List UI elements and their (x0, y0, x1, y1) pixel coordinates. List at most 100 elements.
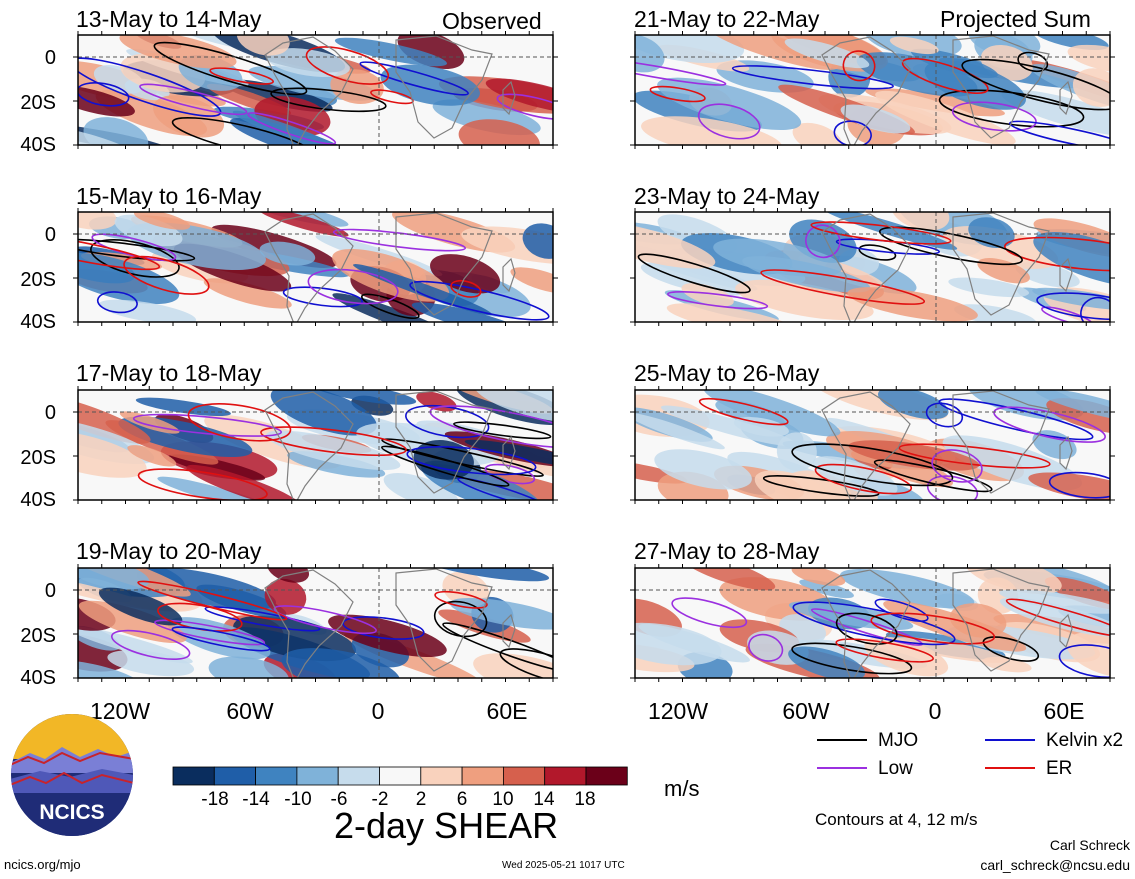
shear-blob (287, 451, 386, 478)
colorbar-swatch (296, 766, 339, 786)
shear-blob (821, 212, 958, 250)
contour-line (270, 87, 387, 113)
shear-blob (635, 220, 716, 269)
shear-blob (681, 283, 734, 307)
lat-label-20s: 20S (20, 625, 56, 647)
shear-blob (270, 390, 377, 436)
shear-blob (848, 440, 980, 471)
contour-line (835, 638, 934, 663)
shear-blob (332, 293, 461, 322)
shear-blob (839, 569, 975, 609)
ncics-logo: NCICS (10, 713, 134, 837)
ncics-logo-text: NCICS (39, 801, 104, 824)
shear-blob (98, 299, 197, 322)
shear-blob (267, 568, 310, 583)
lon-label-60e: 60E (1043, 698, 1085, 724)
contour-line (760, 269, 926, 305)
contour-line (805, 224, 841, 259)
shear-blob (948, 277, 1030, 298)
map-panel-1 (73, 31, 558, 149)
shear-blob (791, 568, 846, 586)
shear-blob (733, 417, 789, 437)
shear-blob (1032, 35, 1109, 51)
lat-label-40s: 40S (20, 489, 56, 511)
shear-blob (78, 125, 135, 145)
colorbar-swatch (461, 766, 504, 786)
contour-line (748, 633, 784, 662)
shear-blob (792, 122, 843, 145)
contour-line (139, 83, 248, 116)
map-panel-8 (630, 564, 1115, 682)
contour-line (1005, 598, 1110, 638)
contour-line (762, 475, 880, 497)
contour-line (137, 468, 268, 500)
contour-line (78, 82, 130, 107)
shear-blob (473, 390, 553, 423)
shear-blob (1044, 576, 1110, 610)
shear-blob (1032, 430, 1077, 460)
colorbar-swatch (172, 766, 215, 786)
contour-line (484, 463, 536, 485)
shear-blob (999, 589, 1110, 614)
coastline-south-america (264, 569, 354, 678)
shear-blob (840, 104, 911, 134)
legend-mjo: MJO (878, 730, 919, 751)
shear-blob (458, 119, 540, 145)
contour-line (938, 398, 1094, 441)
contour-line (637, 253, 751, 294)
footer-author: Carl Schreck (1049, 837, 1130, 853)
contour-line (433, 600, 488, 638)
shear-blob (1001, 89, 1110, 137)
shear-blob (1072, 68, 1110, 107)
contour-line (204, 606, 321, 632)
shear-blob (799, 579, 854, 599)
shear-blob (877, 390, 949, 420)
shear-blob (924, 60, 1026, 110)
contour-line (307, 268, 399, 305)
contour-line (1080, 296, 1110, 322)
lon-label-60e: 60E (486, 698, 528, 724)
shear-blob (352, 264, 493, 316)
map-panel-7 (630, 386, 1115, 504)
panel-8-title: 27-May to 28-May (634, 538, 820, 564)
contour-line (1009, 120, 1110, 145)
coastline-south-america (821, 391, 911, 500)
shear-blob (473, 653, 553, 678)
lat-label-20s: 20S (20, 92, 56, 114)
contour-line (791, 443, 954, 487)
contour-line (247, 112, 337, 145)
coastline-madagascar (502, 435, 516, 471)
legend-low: Low (878, 758, 913, 779)
colorbar-label: 14 (533, 789, 555, 810)
footer-url: ncics.org/mjo (4, 857, 81, 872)
shear-blob (638, 623, 750, 663)
colorbar-label: -6 (330, 789, 348, 810)
contour-line (361, 293, 420, 320)
shear-blob (680, 568, 776, 591)
contour-line (96, 291, 138, 314)
contour-line (698, 397, 789, 426)
coastline-africa (395, 35, 493, 139)
shear-maps (73, 31, 1115, 682)
coastline-africa (952, 390, 1050, 494)
contour-line (305, 46, 390, 85)
coastline-south-america (821, 213, 911, 322)
contour-line (434, 590, 488, 609)
colorbar-label: 2 (415, 789, 427, 810)
panel-7-title: 25-May to 26-May (634, 360, 820, 386)
contour-line (405, 404, 490, 439)
observed-label: Observed (442, 8, 542, 34)
shear-blob (127, 445, 177, 467)
coastline-madagascar (1059, 435, 1073, 471)
panel-1-title: 13-May to 14-May (76, 6, 262, 32)
contour-line (635, 56, 727, 86)
colorbar-swatch (255, 766, 298, 786)
contour-line (810, 221, 952, 245)
panel-2-title: 15-May to 16-May (76, 183, 262, 209)
shear-blob (864, 636, 949, 677)
contour-line (91, 233, 177, 262)
lat-label-40s: 40S (20, 667, 56, 689)
shear-blob (203, 278, 292, 309)
lat-label-0: 0 (44, 224, 56, 246)
shear-blob (78, 393, 151, 444)
